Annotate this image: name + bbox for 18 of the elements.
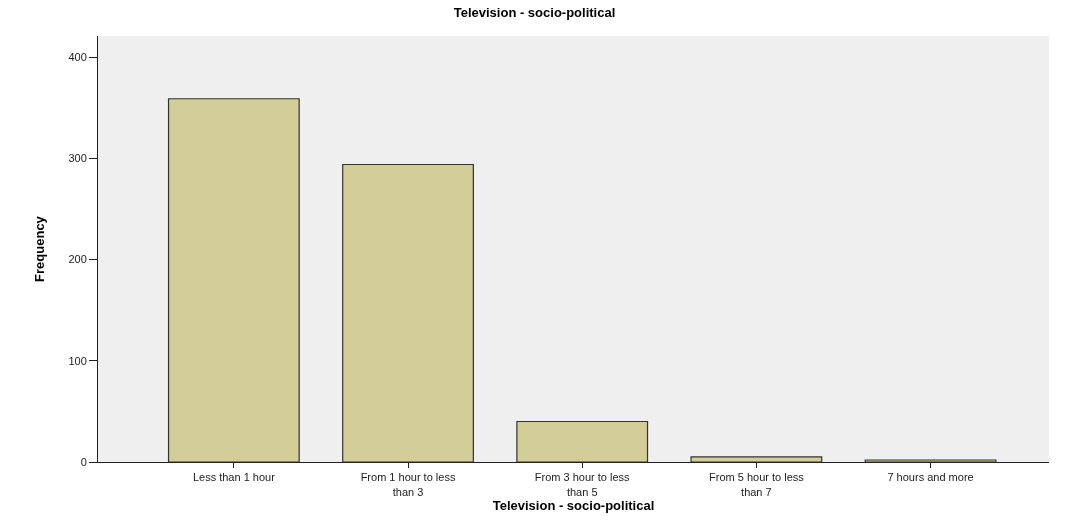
y-tick-label: 400 xyxy=(68,51,87,64)
y-tick-label: 300 xyxy=(68,152,87,165)
bar xyxy=(690,456,823,462)
bar xyxy=(342,163,474,462)
x-tick-label: From 1 hour to less than 3 xyxy=(360,471,456,498)
y-axis-title: Frequency xyxy=(32,215,48,282)
x-tick-label: 7 hours and more xyxy=(887,471,974,484)
x-tick-label: From 5 hour to less than 7 xyxy=(709,471,805,498)
y-tick-label: 100 xyxy=(68,354,87,367)
chart-title: Television - socio-political xyxy=(453,5,616,21)
bar xyxy=(516,420,649,462)
x-tick-label: From 3 hour to less than 5 xyxy=(534,471,631,498)
bar xyxy=(167,98,300,462)
x-axis-title: Television - socio-political xyxy=(492,498,655,514)
x-tick-label: Less than 1 hour xyxy=(192,471,276,484)
y-tick-label: 0 xyxy=(80,455,87,468)
bar xyxy=(864,459,997,462)
y-tick-label: 200 xyxy=(68,253,87,266)
